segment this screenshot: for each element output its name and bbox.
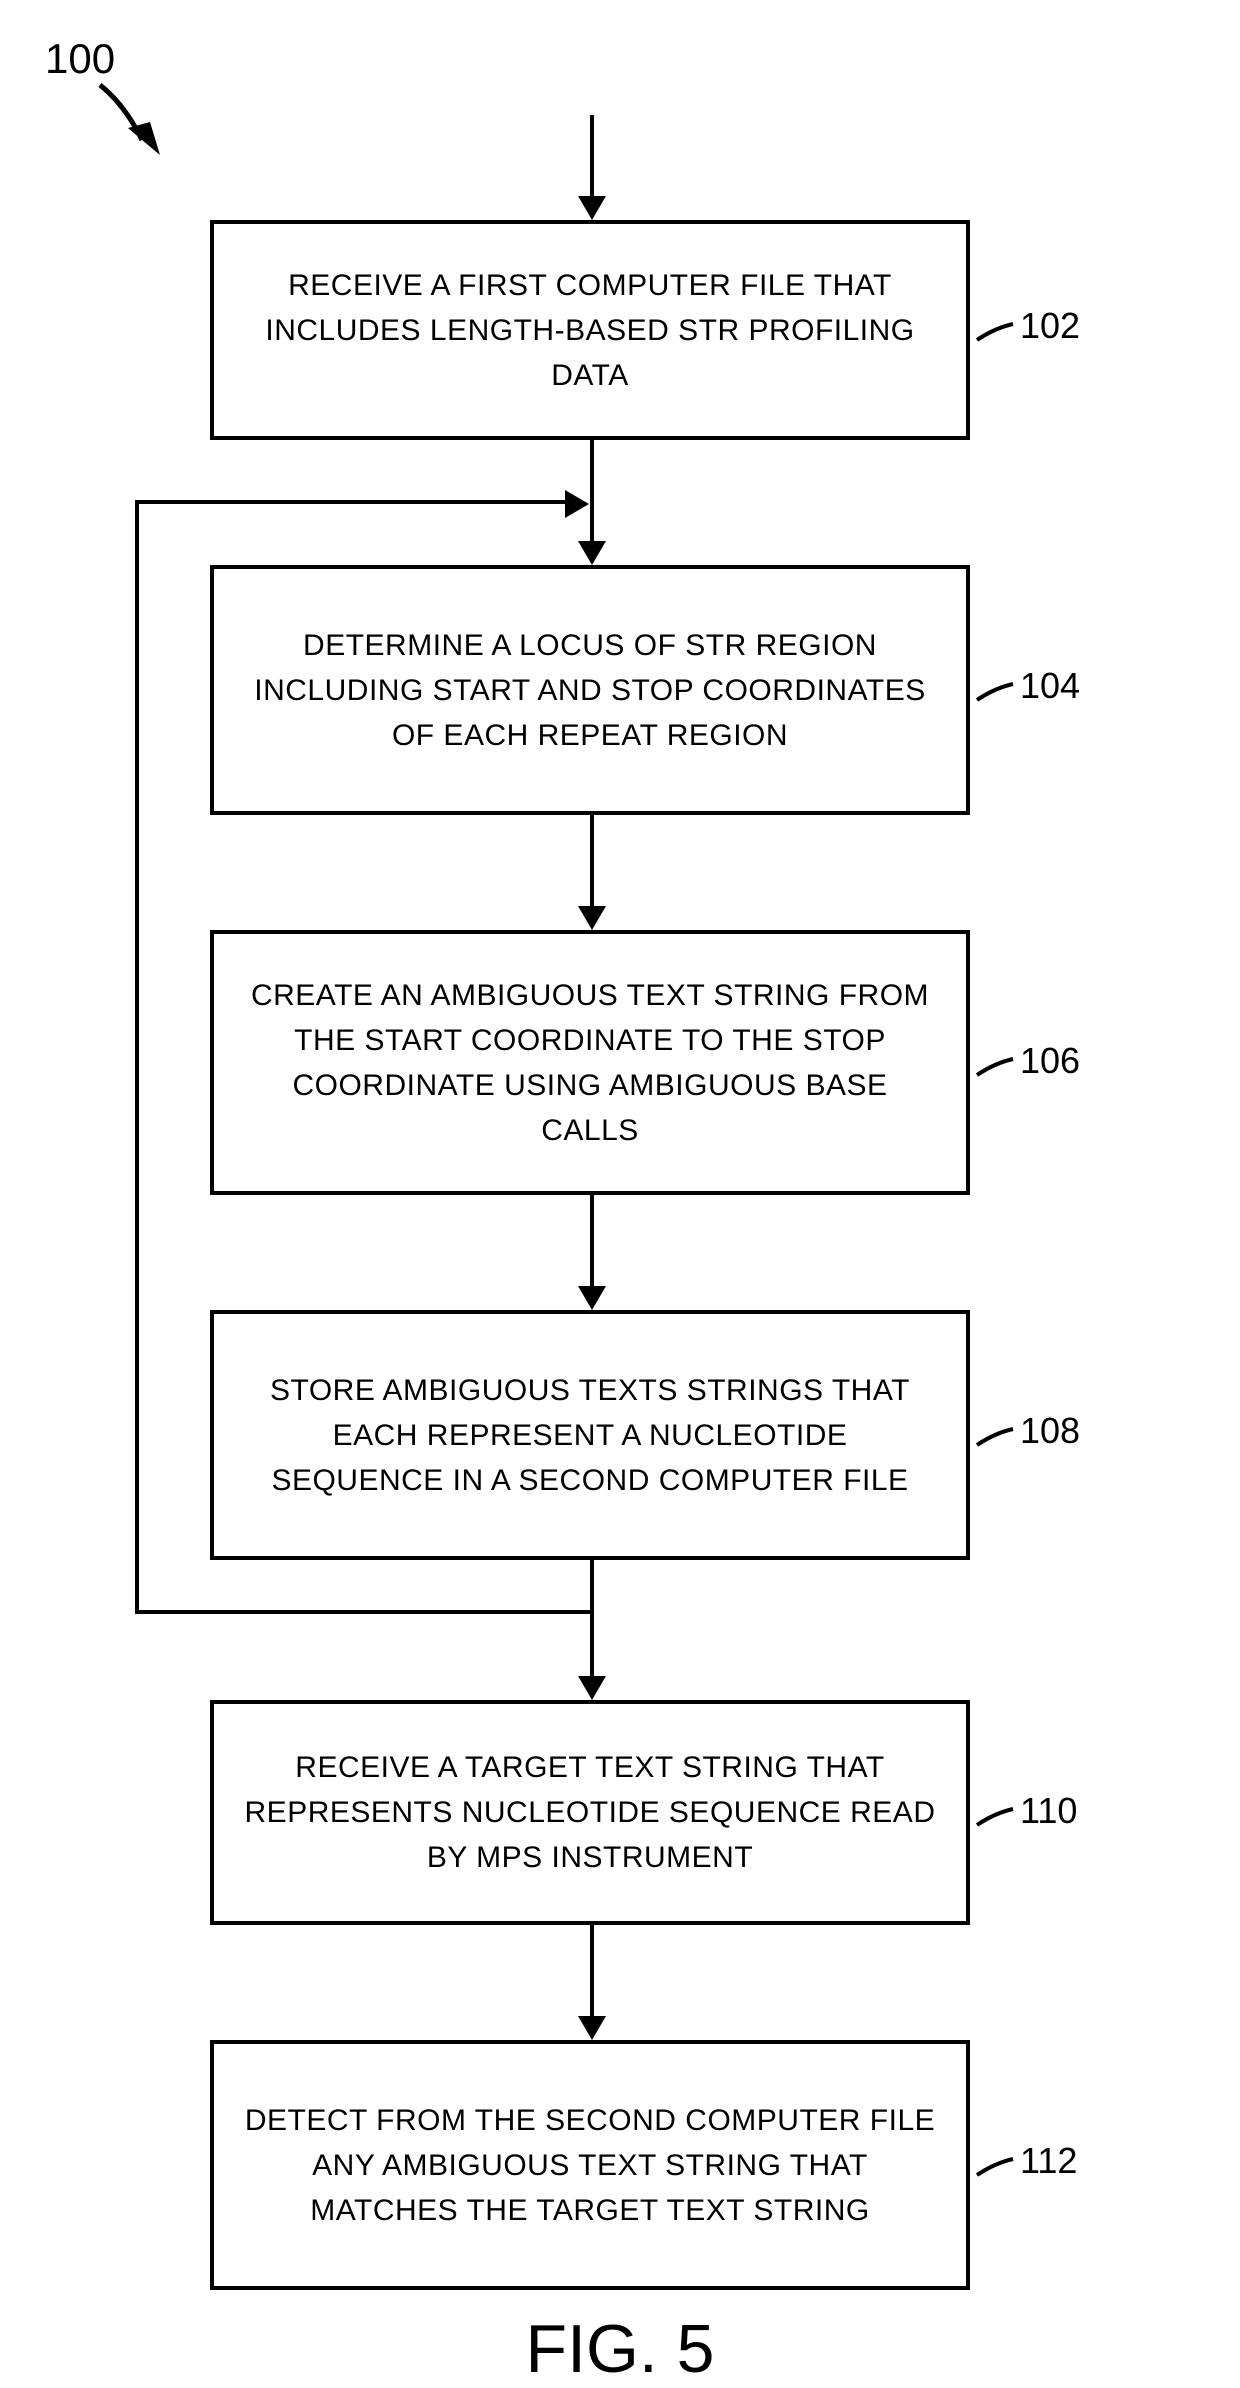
node-label-112: 112 xyxy=(1020,2140,1077,2182)
flowchart-node-110: RECEIVE A TARGET TEXT STRING THAT REPRES… xyxy=(210,1700,970,1925)
loop-line-top xyxy=(135,500,565,504)
loop-line-bottom xyxy=(135,1610,594,1614)
node-label-102: 102 xyxy=(1020,305,1080,347)
node-label-108: 108 xyxy=(1020,1410,1080,1452)
node-text-102: RECEIVE A FIRST COMPUTER FILE THAT INCLU… xyxy=(244,263,936,398)
figure-caption: FIG. 5 xyxy=(526,2310,715,2388)
diagram-pointer-arrow xyxy=(90,80,170,170)
flowchart-node-112: DETECT FROM THE SECOND COMPUTER FILE ANY… xyxy=(210,2040,970,2290)
flowchart-node-108: STORE AMBIGUOUS TEXTS STRINGS THAT EACH … xyxy=(210,1310,970,1560)
label-dash-106 xyxy=(975,1055,1015,1085)
label-dash-110 xyxy=(975,1805,1015,1835)
node-text-108: STORE AMBIGUOUS TEXTS STRINGS THAT EACH … xyxy=(244,1368,936,1503)
node-text-110: RECEIVE A TARGET TEXT STRING THAT REPRES… xyxy=(244,1745,936,1880)
node-label-106: 106 xyxy=(1020,1040,1080,1082)
label-dash-108 xyxy=(975,1425,1015,1455)
label-dash-112 xyxy=(975,2155,1015,2185)
loop-line-left xyxy=(135,500,139,1614)
flowchart-node-102: RECEIVE A FIRST COMPUTER FILE THAT INCLU… xyxy=(210,220,970,440)
flowchart-node-104: DETERMINE A LOCUS OF STR REGION INCLUDIN… xyxy=(210,565,970,815)
flowchart-node-106: CREATE AN AMBIGUOUS TEXT STRING FROM THE… xyxy=(210,930,970,1195)
node-text-112: DETECT FROM THE SECOND COMPUTER FILE ANY… xyxy=(244,2098,936,2233)
node-label-110: 110 xyxy=(1020,1790,1077,1832)
label-dash-104 xyxy=(975,680,1015,710)
node-text-104: DETERMINE A LOCUS OF STR REGION INCLUDIN… xyxy=(244,623,936,758)
node-label-104: 104 xyxy=(1020,665,1080,707)
loop-arrowhead xyxy=(565,490,589,518)
label-dash-102 xyxy=(975,320,1015,350)
diagram-id-label: 100 xyxy=(45,35,115,83)
node-text-106: CREATE AN AMBIGUOUS TEXT STRING FROM THE… xyxy=(244,973,936,1153)
